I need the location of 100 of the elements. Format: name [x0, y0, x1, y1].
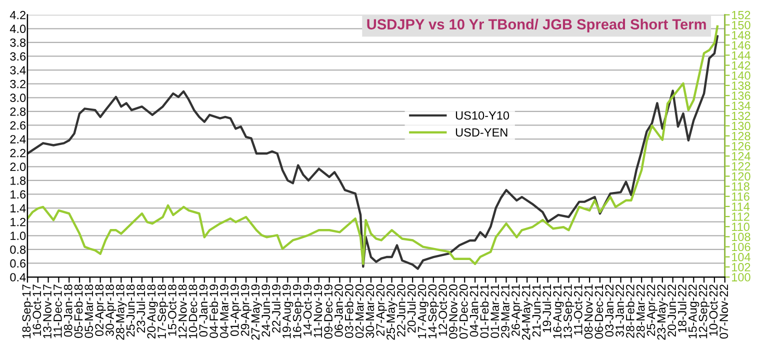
x-tick-label: 14-Sep-20	[428, 284, 439, 338]
y2-tick-label: 146	[732, 41, 750, 50]
x-tick-label: 11-Oct-21	[574, 284, 582, 335]
x-tick-label: 01-Mar-21	[490, 284, 500, 338]
x-tick-label: 04-Jan-21	[470, 284, 478, 337]
y2-tick-label: 124	[732, 152, 750, 160]
x-tick-label: 17-Sep-18	[158, 284, 168, 338]
y-tick-label: 3.2	[10, 80, 26, 88]
legend-label: US10-Y10	[456, 111, 510, 120]
x-tick-label: 01-Feb-21	[480, 284, 489, 338]
x-tick-label: 17-Aug-20	[418, 284, 428, 338]
y2-tick-label: 136	[732, 92, 750, 100]
y-tick-label: 3.4	[10, 66, 26, 74]
x-tick-label: 07-Dec-20	[459, 284, 468, 339]
x-tick-label: 28-Feb-22	[626, 284, 634, 338]
x-tick-label: 06-Jan-20	[334, 284, 343, 337]
x-tick-label: 28-Mar-22	[636, 284, 645, 338]
y2-tick-label: 122	[732, 162, 750, 170]
y-tick-label: 2.0	[10, 162, 26, 172]
y-tick-label: 3.6	[10, 52, 26, 61]
y2-tick-label: 152	[732, 10, 750, 20]
y2-tick-label: 148	[732, 31, 750, 40]
x-tick-label: 05-Feb-18	[74, 284, 83, 338]
x-tick-label: 12-Nov-18	[178, 284, 187, 338]
x-tick-label: 31-Jan-22	[616, 284, 624, 337]
y-tick-label: 0.8	[10, 245, 26, 254]
x-tick-label: 19-Jul-21	[542, 284, 552, 332]
x-tick-label: 07-Nov-22	[720, 284, 728, 339]
y2-tick-label: 128	[732, 132, 750, 140]
x-tick-label: 18-Sep-17	[22, 284, 33, 338]
x-tick-label: 10-Dec-18	[188, 284, 198, 338]
x-tick-label: 27-Apr-20	[376, 284, 387, 336]
x-tick-label: 29-Mar-21	[501, 284, 510, 338]
x-tick-label: 08-Nov-21	[584, 284, 593, 339]
x-tick-label: 03-Feb-20	[344, 284, 354, 338]
x-tick-label: 12-Oct-20	[438, 284, 447, 336]
y-tick-label: 1.0	[10, 232, 26, 240]
x-tick-label: 28-May-18	[116, 284, 127, 340]
x-tick-label: 16-Aug-21	[553, 284, 564, 338]
x-tick-label: 26-Apr-21	[511, 284, 522, 336]
chart-title: USDJPY vs 10 Yr TBond/ JGB Spread Short Term	[367, 18, 706, 32]
x-tick-label: 13-Nov-17	[43, 284, 52, 338]
y-tick-label: 4.0	[10, 24, 26, 34]
y2-tick-label: 144	[732, 51, 750, 60]
y2-tick-label: 106	[732, 242, 750, 252]
y2-tick-label: 120	[732, 172, 750, 181]
x-tick-label: 25-Jun-18	[126, 284, 135, 337]
y2-tick-label: 132	[732, 112, 750, 120]
y2-tick-label: 142	[732, 61, 750, 70]
legend-label: USD-YEN	[456, 128, 508, 137]
y2-tick-label: 108	[732, 232, 750, 242]
y2-tick-label: 116	[732, 192, 750, 201]
y-tick-label: 2.4	[10, 135, 26, 144]
x-tick-label: 07-Jan-19	[199, 284, 208, 337]
x-tick-label: 22-Jun-20	[396, 284, 406, 337]
x-tick-label: 24-May-21	[522, 284, 533, 340]
x-tick-label: 20-Jun-22	[668, 284, 676, 337]
x-tick-label: 19-Aug-19	[282, 284, 294, 338]
y2-tick-label: 112	[732, 212, 750, 221]
x-tick-label: 16-Oct-17	[32, 284, 42, 336]
y2-tick-label: 118	[732, 182, 750, 191]
y-tick-label: 4.2	[10, 10, 26, 20]
x-tick-label: 23-Jul-18	[136, 284, 146, 333]
x-tick-label: 25-May-20	[386, 284, 398, 340]
x-tick-label: 04-Feb-19	[209, 284, 218, 338]
y-tick-label: 1.4	[10, 204, 26, 212]
x-tick-label: 30-Apr-18	[106, 284, 116, 336]
x-tick-label: 27-May-19	[251, 284, 262, 340]
y-tick-label: 1.6	[10, 190, 26, 199]
y2-tick-label: 134	[732, 102, 750, 110]
y-tick-label: 0.4	[10, 273, 26, 282]
x-tick-label: 29-Apr-19	[240, 284, 252, 336]
x-tick-label: 23-May-22	[657, 284, 668, 340]
x-tick-label: 02-Apr-18	[95, 284, 106, 336]
x-tick-label: 14-Oct-19	[303, 284, 312, 336]
y2-tick-label: 110	[732, 222, 750, 232]
x-tick-label: 24-Jun-19	[262, 284, 270, 337]
y-tick-label: 1.8	[10, 176, 26, 185]
y2-tick-label: 102	[732, 262, 750, 272]
x-tick-label: 20-Jul-20	[407, 284, 416, 333]
y2-tick-label: 138	[732, 81, 750, 90]
x-tick-label: 09-Dec-19	[324, 284, 332, 339]
x-tick-label: 03-Jan-22	[605, 284, 614, 337]
y-tick-label: 0.6	[10, 259, 26, 268]
y-tick-label: 2.2	[10, 148, 26, 158]
x-tick-label: 10-Oct-22	[709, 284, 718, 336]
x-tick-label: 01-Apr-19	[230, 284, 242, 336]
x-tick-label: 25-Apr-22	[646, 284, 658, 336]
x-tick-label: 12-Sep-22	[698, 284, 710, 338]
x-tick-label: 11-Nov-19	[314, 284, 322, 338]
y2-tick-label: 100	[732, 273, 750, 282]
y2-tick-label: 126	[732, 142, 750, 150]
x-tick-label: 05-Mar-18	[84, 284, 94, 338]
x-tick-label: 13-Sep-21	[564, 284, 574, 338]
y-tick-label: 3.8	[10, 38, 26, 47]
x-tick-label: 22-Jul-19	[272, 284, 280, 333]
y-tick-label: 2.6	[10, 121, 26, 130]
x-tick-label: 02-Mar-20	[355, 284, 364, 338]
x-tick-label: 16-Sep-19	[292, 284, 304, 338]
y2-tick-label: 104	[732, 252, 750, 262]
